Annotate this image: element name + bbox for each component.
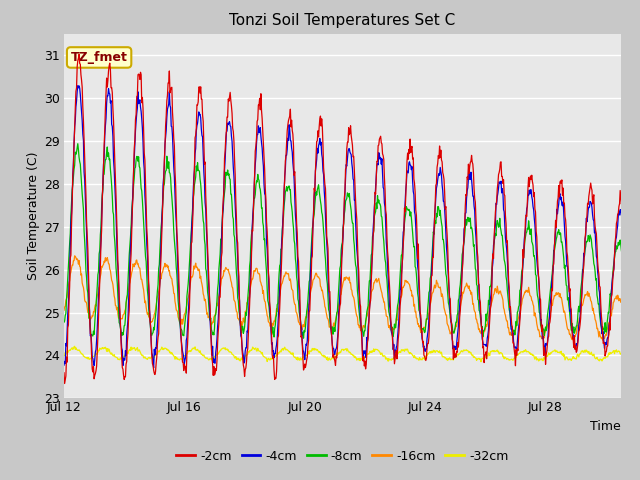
Text: TZ_fmet: TZ_fmet [70, 51, 127, 64]
Title: Tonzi Soil Temperatures Set C: Tonzi Soil Temperatures Set C [229, 13, 456, 28]
Legend: -2cm, -4cm, -8cm, -16cm, -32cm: -2cm, -4cm, -8cm, -16cm, -32cm [172, 445, 513, 468]
Y-axis label: Soil Temperature (C): Soil Temperature (C) [27, 152, 40, 280]
Text: Time: Time [590, 420, 621, 433]
